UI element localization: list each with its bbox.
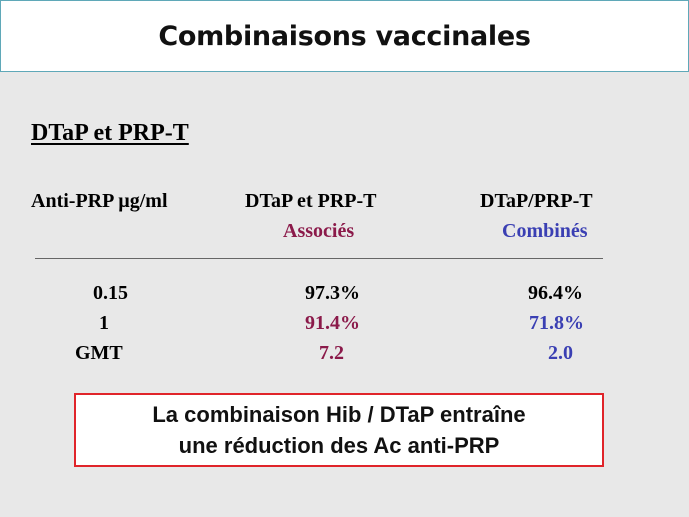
row-combines-value: 96.4% bbox=[528, 282, 583, 304]
row-label: GMT bbox=[75, 342, 123, 364]
header-combines: DTaP/PRP-T bbox=[480, 190, 593, 212]
row-associes-value: 7.2 bbox=[319, 342, 344, 364]
row-combines-value: 71.8% bbox=[529, 312, 584, 334]
slide-title: Combinaisons vaccinales bbox=[158, 20, 531, 52]
row-associes-value: 91.4% bbox=[305, 312, 360, 334]
header-associes-sub: Associés bbox=[283, 220, 355, 242]
conclusion-callout: La combinaison Hib / DTaP entraîne une r… bbox=[74, 393, 604, 467]
title-bar: Combinaisons vaccinales bbox=[0, 0, 689, 72]
callout-line-2: une réduction des Ac anti-PRP bbox=[178, 433, 500, 458]
table-divider bbox=[35, 258, 603, 259]
row-label: 0.15 bbox=[93, 282, 128, 304]
section-subtitle: DTaP et PRP-T bbox=[31, 120, 189, 146]
header-associes: DTaP et PRP-T bbox=[245, 190, 377, 212]
row-associes-value: 97.3% bbox=[305, 282, 360, 304]
row-combines-value: 2.0 bbox=[548, 342, 573, 364]
header-combines-sub: Combinés bbox=[502, 220, 588, 242]
callout-line-1: La combinaison Hib / DTaP entraîne bbox=[152, 402, 526, 427]
header-anti-prp: Anti-PRP µg/ml bbox=[31, 190, 168, 212]
row-label: 1 bbox=[99, 312, 109, 334]
